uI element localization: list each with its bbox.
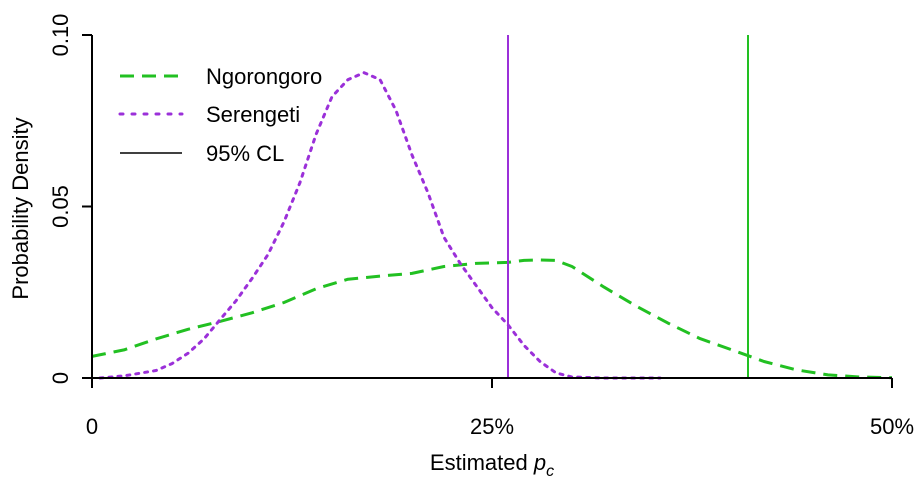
legend: Ngorongoro Serengeti 95% CL — [118, 64, 322, 166]
plot-lines — [91, 35, 893, 380]
series-line-serengeti — [98, 71, 662, 380]
axes: 0 25% 50% 0 0.05 0.10 Probability Density Estim… — [8, 14, 914, 480]
legend-label: Serengeti — [206, 102, 300, 127]
y-tick-label: 0.05 — [48, 185, 73, 228]
x-tick-label: 25% — [470, 414, 514, 439]
x-tick-label: 50% — [870, 414, 914, 439]
y-axis-title: Probability Density — [8, 117, 33, 299]
y-tick-label: 0.10 — [48, 14, 73, 57]
x-axis-title: Estimated pc — [430, 450, 554, 480]
x-tick-label: 0 — [86, 414, 98, 439]
legend-label: 95% CL — [206, 141, 284, 166]
legend-label: Ngorongoro — [206, 64, 322, 89]
y-tick-label: 0 — [48, 372, 73, 384]
series-line-ngorongoro — [91, 258, 893, 380]
